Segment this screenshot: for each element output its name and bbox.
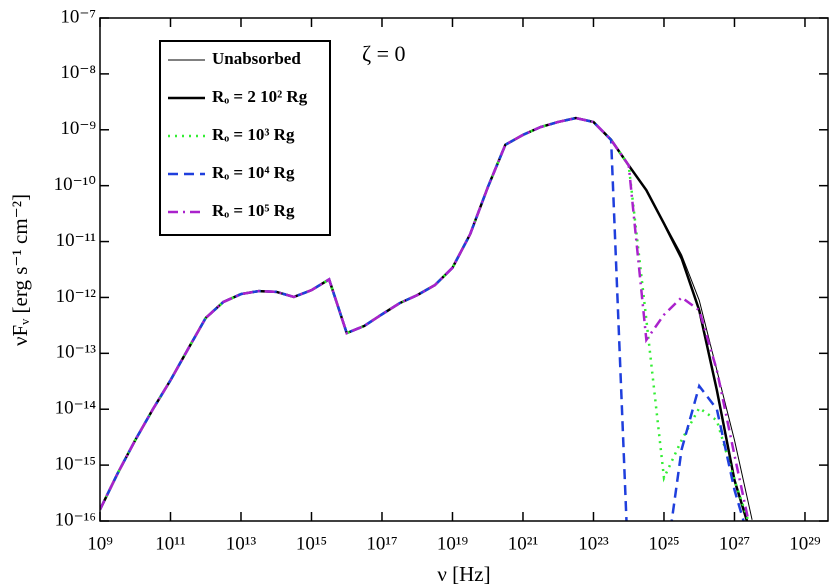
x-tick-label: 10¹³ [226,533,257,554]
y-axis-label: νFᵥ [erg s⁻¹ cm⁻²] [8,194,32,346]
legend-label: Rₒ = 2 10² Rg [212,87,308,106]
x-tick-label: 10⁹ [87,533,113,554]
legend-label: Unabsorbed [212,49,301,68]
y-tick-label: 10⁻⁷ [60,6,96,27]
x-tick-label: 10²⁵ [648,533,679,554]
x-tick-label: 10²³ [578,533,609,554]
annotation: ζ = 0 [362,41,406,66]
y-tick-label: 10⁻¹⁶ [55,509,96,530]
x-axis-label: ν [Hz] [437,562,490,586]
plot-frame [99,17,829,522]
legend-label: Rₒ = 10⁴ Rg [212,163,295,182]
x-tick-label: 10¹⁵ [296,533,327,554]
series-line [100,116,750,521]
x-tick-label: 10²⁷ [719,533,750,554]
y-tick-label: 10⁻¹⁴ [55,398,97,419]
y-tick-label: 10⁻¹⁰ [54,174,96,195]
x-tick-label: 10²⁹ [789,533,821,554]
plot-lines [100,116,753,521]
y-tick-label: 10⁻¹⁵ [55,453,96,474]
x-tick-label: 10²¹ [508,533,539,554]
y-tick-label: 10⁻¹¹ [56,230,97,251]
x-tick-label: 10¹⁹ [437,533,469,554]
legend-label: Rₒ = 10⁵ Rg [212,201,295,220]
y-tick-label: 10⁻¹³ [56,342,97,363]
legend-label: Rₒ = 10³ Rg [212,125,295,144]
x-tick-label: 10¹⁷ [366,533,397,554]
y-tick-label: 10⁻⁸ [60,62,96,83]
x-tick-label: 10¹¹ [155,533,186,554]
y-tick-label: 10⁻¹² [56,286,97,307]
y-tick-label: 10⁻⁹ [60,118,96,139]
legend-box [159,40,331,236]
